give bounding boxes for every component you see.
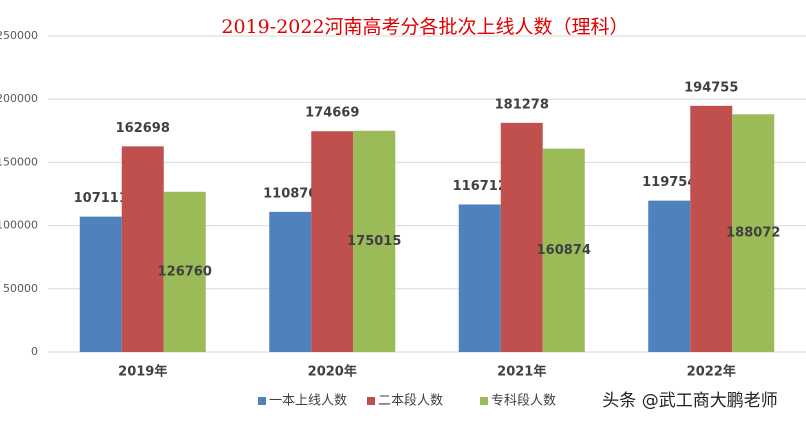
data-label: 181278 <box>495 97 549 112</box>
x-tick-label: 2020年 <box>308 364 357 380</box>
bar <box>269 211 312 352</box>
y-tick-label: 200000 <box>0 92 38 105</box>
bar <box>500 122 543 352</box>
data-label: 110870 <box>263 186 317 201</box>
bar <box>648 200 691 352</box>
bar <box>121 146 164 352</box>
legend-swatch <box>258 397 266 405</box>
x-tick-label: 2022年 <box>687 364 736 380</box>
data-label: 194755 <box>684 80 738 95</box>
y-tick-label: 150000 <box>0 155 38 168</box>
legend-label: 二本段人数 <box>378 394 443 409</box>
legend-label: 一本上线人数 <box>269 394 347 409</box>
bar <box>79 216 122 352</box>
y-tick-label: 250000 <box>0 29 38 42</box>
bar <box>311 131 354 352</box>
bar <box>163 191 206 352</box>
y-tick-label: 100000 <box>0 219 38 232</box>
data-label: 126760 <box>158 264 212 279</box>
bar <box>458 204 501 352</box>
bar <box>353 130 396 352</box>
chart-title: 2019-2022河南高考分各批次上线人数（理科） <box>221 16 628 38</box>
bar <box>690 105 733 352</box>
bar <box>542 148 585 352</box>
legend-swatch <box>367 397 375 405</box>
data-label: 160874 <box>537 243 591 258</box>
data-label: 162698 <box>116 121 170 136</box>
data-label: 116712 <box>453 179 507 194</box>
watermark: 头条 @武工商大鹏老师 <box>602 391 777 411</box>
x-tick-label: 2021年 <box>497 364 546 380</box>
data-label: 188072 <box>726 226 780 241</box>
bar <box>732 114 775 352</box>
legend-label: 专科段人数 <box>491 394 556 409</box>
data-label: 174669 <box>305 106 359 121</box>
data-label: 107111 <box>74 191 128 206</box>
y-tick-label: 50000 <box>3 282 38 295</box>
data-label: 119754 <box>642 175 696 190</box>
data-label: 175015 <box>347 234 401 249</box>
y-tick-label: 0 <box>31 345 38 358</box>
x-tick-label: 2019年 <box>118 364 167 380</box>
legend-swatch <box>480 397 488 405</box>
